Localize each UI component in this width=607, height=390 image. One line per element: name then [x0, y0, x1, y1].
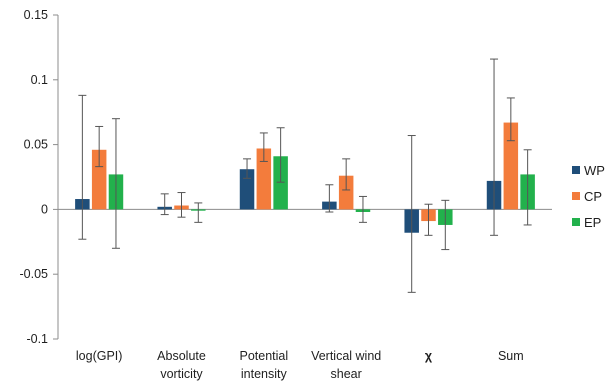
bar-cp	[256, 148, 272, 210]
x-category-label: vorticity	[160, 367, 203, 381]
x-category-label: intensity	[241, 367, 288, 381]
bars	[75, 122, 535, 233]
error-bars	[78, 58, 532, 293]
legend-label-cp: CP	[584, 189, 602, 204]
y-tick-label: 0.15	[24, 8, 48, 22]
y-tick-label: 0	[41, 202, 48, 216]
y-tick-label: 0.1	[31, 73, 48, 87]
x-category-label: Sum	[498, 349, 524, 363]
bar-cp	[91, 149, 107, 210]
x-category-label: log(GPI)	[76, 349, 123, 363]
bar-wp	[239, 169, 255, 210]
legend: WP CP EP	[572, 163, 605, 230]
y-tick-label: -0.1	[26, 332, 48, 346]
y-tick-label: 0.05	[24, 138, 48, 152]
x-category-label: Vertical wind	[311, 349, 381, 363]
legend-label-wp: WP	[584, 163, 605, 178]
bar-cp	[338, 175, 354, 210]
x-category-label: Potential	[240, 349, 289, 363]
legend-swatch-ep	[572, 218, 580, 226]
bar-cp	[503, 122, 519, 210]
x-category-label: Absolute	[157, 349, 206, 363]
y-tick-label: -0.05	[20, 267, 49, 281]
legend-swatch-wp	[572, 166, 580, 174]
x-category-label: χ	[425, 349, 433, 363]
bar-ep	[273, 156, 288, 210]
category-labels: log(GPI) Absolute vorticity Potential intens…	[76, 349, 524, 381]
x-category-label: shear	[331, 367, 362, 381]
axes: 0.15 0.1 0.05 0 -0.05 -0.1	[20, 8, 552, 346]
legend-swatch-cp	[572, 192, 580, 200]
legend-label-ep: EP	[584, 215, 601, 230]
